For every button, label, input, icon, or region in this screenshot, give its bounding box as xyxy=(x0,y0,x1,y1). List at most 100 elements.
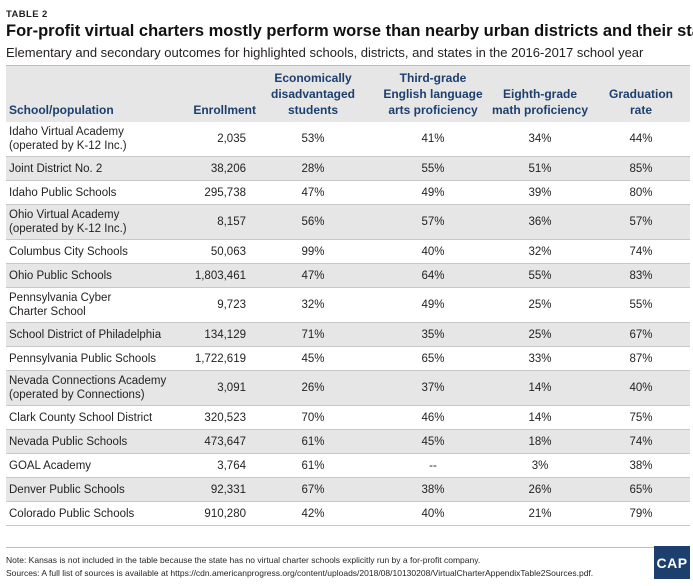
school-name-line: Idaho Public Schools xyxy=(9,186,117,199)
table-row: GOAL Academy 3,764 61% -- 3% 38% xyxy=(6,454,690,478)
school-name-line: Nevada Public Schools xyxy=(9,435,128,448)
table-row: Denver Public Schools 92,331 67% 38% 26% 65% xyxy=(6,478,690,502)
cell-graduation-rate: 65% xyxy=(629,483,653,496)
cell-enrollment: 38,206 xyxy=(210,162,246,175)
cell-graduation-rate: 44% xyxy=(629,133,653,145)
cell-third-grade-ela: -- xyxy=(429,459,437,472)
table-row: Ohio Virtual Academy (operated by K-12 In… xyxy=(6,205,690,240)
header-econ-line-2: disadvantaged xyxy=(270,87,356,101)
header-econ-line-1: Economically xyxy=(274,71,352,85)
cell-economically-disadvantaged: 56% xyxy=(301,216,325,228)
cell-eighth-grade-math: 14% xyxy=(528,411,552,424)
cell-graduation-rate: 83% xyxy=(629,269,653,282)
header-ela-line-2: English language xyxy=(383,87,483,101)
cell-school-population: School District of Philadelphia xyxy=(9,323,179,346)
header-economically-disadvantaged: Economically disadvantaged students xyxy=(268,70,358,118)
table-row: Idaho Public Schools 295,738 47% 49% 39% 80% xyxy=(6,181,690,205)
table-row: School District of Philadelphia 134,129 71… xyxy=(6,323,690,347)
cell-school-name-text: Joint District No. 2 xyxy=(9,162,102,176)
cell-third-grade-ela: 46% xyxy=(421,411,445,424)
cell-eighth-grade-math: 33% xyxy=(528,352,552,365)
cell-third-grade-ela: 40% xyxy=(421,245,445,258)
cell-graduation-rate: 79% xyxy=(629,507,653,520)
cell-graduation-rate: 55% xyxy=(629,299,653,311)
cell-graduation-rate: 57% xyxy=(629,216,653,228)
cell-enrollment: 134,129 xyxy=(204,328,246,341)
cell-economically-disadvantaged: 45% xyxy=(301,352,325,365)
cell-enrollment: 9,723 xyxy=(217,299,246,311)
cell-eighth-grade-math: 51% xyxy=(528,162,552,175)
cell-school-name-text: GOAL Academy xyxy=(9,459,91,473)
cell-third-grade-ela: 35% xyxy=(421,328,445,341)
cell-third-grade-ela: 57% xyxy=(421,216,445,228)
cell-third-grade-ela: 37% xyxy=(421,382,445,394)
cell-economically-disadvantaged: 32% xyxy=(301,299,325,311)
cell-third-grade-ela: 38% xyxy=(421,483,445,496)
cell-school-population: Joint District No. 2 xyxy=(9,157,179,180)
cell-eighth-grade-math: 25% xyxy=(528,328,552,341)
table-sources: Sources: A full list of sources is avail… xyxy=(6,568,594,578)
cell-school-name-text: Colorado Public Schools xyxy=(9,507,134,521)
cell-school-name-text: Columbus City Schools xyxy=(9,245,128,259)
cell-school-population: Denver Public Schools xyxy=(9,478,179,501)
cell-school-population: Nevada Connections Academy (operated by C… xyxy=(9,371,179,405)
table-header xyxy=(6,66,690,122)
cell-economically-disadvantaged: 28% xyxy=(301,162,325,175)
table-body: Idaho Virtual Academy (operated by K-12 I… xyxy=(6,122,690,526)
cell-school-population: Ohio Virtual Academy (operated by K-12 In… xyxy=(9,205,179,239)
cell-economically-disadvantaged: 26% xyxy=(301,382,325,394)
table-title: For-profit virtual charters mostly perfo… xyxy=(6,22,693,40)
cell-third-grade-ela: 55% xyxy=(421,162,445,175)
cell-school-name-text: Denver Public Schools xyxy=(9,483,125,497)
cell-school-name-text: Clark County School District xyxy=(9,411,152,425)
school-name-line: Nevada Connections Academy xyxy=(9,375,167,387)
cell-economically-disadvantaged: 99% xyxy=(301,245,325,258)
cell-school-name-text: Nevada Public Schools xyxy=(9,435,127,449)
cell-third-grade-ela: 45% xyxy=(421,435,445,448)
cell-enrollment: 3,764 xyxy=(217,459,246,472)
cell-eighth-grade-math: 14% xyxy=(528,382,552,394)
school-name-line: Pennsylvania Cyber xyxy=(9,292,112,304)
cell-third-grade-ela: 49% xyxy=(421,299,445,311)
school-name-line: Idaho Virtual Academy xyxy=(9,126,124,138)
header-top-rule xyxy=(6,65,690,66)
cell-economically-disadvantaged: 67% xyxy=(301,483,325,496)
school-name-line: (operated by K-12 Inc.) xyxy=(9,223,127,235)
header-enrollment: Enrollment xyxy=(193,103,256,117)
header-graduation-rate: Graduation rate xyxy=(604,86,678,118)
header-school-population: School/population xyxy=(9,103,114,117)
cell-school-name-text: Nevada Connections Academy (operated by C… xyxy=(9,374,166,402)
cell-eighth-grade-math: 32% xyxy=(528,245,552,258)
cell-enrollment: 473,647 xyxy=(204,435,246,448)
cell-school-name-text: Ohio Virtual Academy (operated by K-12 In… xyxy=(9,208,127,236)
school-name-line: Clark County School District xyxy=(9,411,153,424)
cell-school-population: Clark County School District xyxy=(9,406,179,429)
cell-school-name-text: Idaho Public Schools xyxy=(9,186,116,200)
school-name-line: Ohio Public Schools xyxy=(9,269,112,282)
cell-third-grade-ela: 41% xyxy=(421,133,445,145)
cell-eighth-grade-math: 21% xyxy=(528,507,552,520)
school-name-line: Joint District No. 2 xyxy=(9,162,103,175)
cell-economically-disadvantaged: 70% xyxy=(301,411,325,424)
table-row: Clark County School District 320,523 70% 46… xyxy=(6,406,690,430)
table-row: Joint District No. 2 38,206 28% 55% 51% 85% xyxy=(6,157,690,181)
header-math-line-2: math proficiency xyxy=(491,103,589,117)
school-name-line: (operated by Connections) xyxy=(9,389,145,401)
cell-eighth-grade-math: 55% xyxy=(528,269,552,282)
cell-third-grade-ela: 49% xyxy=(421,186,445,199)
header-ela-line-3: arts proficiency xyxy=(388,103,478,117)
cell-economically-disadvantaged: 42% xyxy=(301,507,325,520)
cell-school-population: Idaho Public Schools xyxy=(9,181,179,204)
cell-school-population: Idaho Virtual Academy (operated by K-12 I… xyxy=(9,122,179,156)
cell-enrollment: 1,803,461 xyxy=(194,269,246,282)
cell-eighth-grade-math: 34% xyxy=(528,133,552,145)
table-row: Nevada Public Schools 473,647 61% 45% 18% 74% xyxy=(6,430,690,454)
school-name-line: Columbus City Schools xyxy=(9,245,128,258)
school-name-line: GOAL Academy xyxy=(9,459,92,472)
cell-graduation-rate: 40% xyxy=(629,382,653,394)
cap-logo: CAP xyxy=(654,546,690,579)
cell-economically-disadvantaged: 53% xyxy=(301,133,325,145)
cell-eighth-grade-math: 25% xyxy=(528,299,552,311)
cell-school-population: Nevada Public Schools xyxy=(9,430,179,453)
header-eighth-grade-math: Eighth-grade math proficiency xyxy=(486,86,594,118)
